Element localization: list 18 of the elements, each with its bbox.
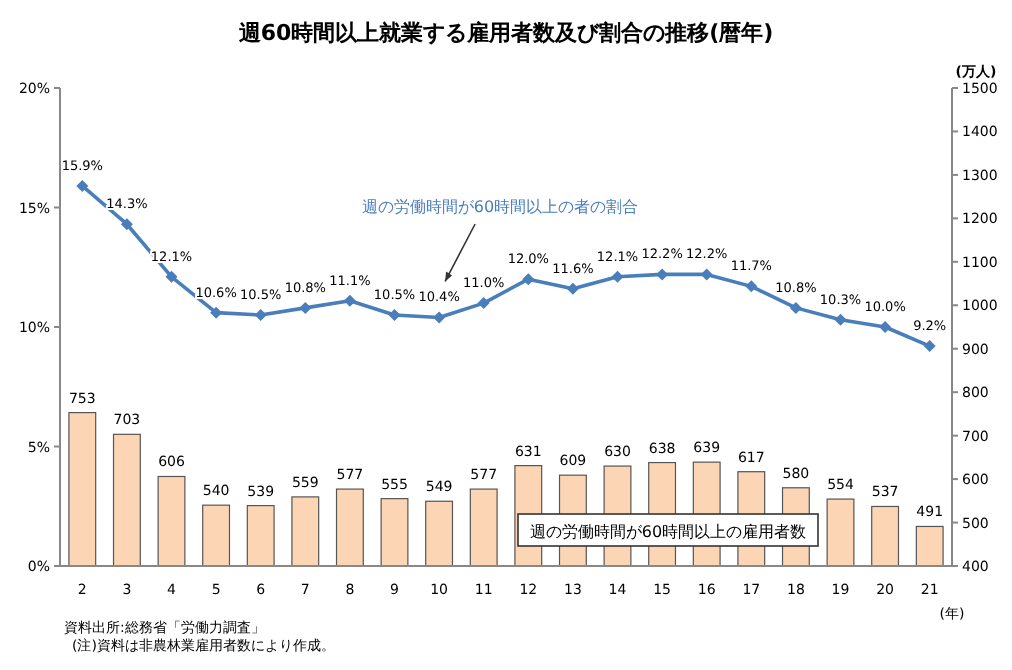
point bbox=[299, 301, 312, 314]
chart-title: 週60時間以上就業する雇用者数及び割合の推移(暦年) bbox=[236, 20, 774, 46]
point bbox=[165, 270, 178, 283]
series-label: 週の労働時間が60時間以上の雇用者数 bbox=[529, 523, 807, 541]
point bbox=[522, 273, 535, 286]
point bbox=[923, 340, 936, 353]
point bbox=[566, 282, 579, 295]
point bbox=[388, 309, 401, 322]
point bbox=[879, 321, 892, 333]
point bbox=[343, 294, 356, 307]
text: 週の労働時間が60時間以上の者の割合 bbox=[361, 198, 639, 216]
point bbox=[76, 179, 89, 192]
point bbox=[834, 313, 847, 326]
point bbox=[745, 280, 758, 293]
point bbox=[789, 301, 802, 314]
point bbox=[477, 297, 490, 310]
point bbox=[120, 218, 133, 231]
point bbox=[433, 311, 446, 324]
